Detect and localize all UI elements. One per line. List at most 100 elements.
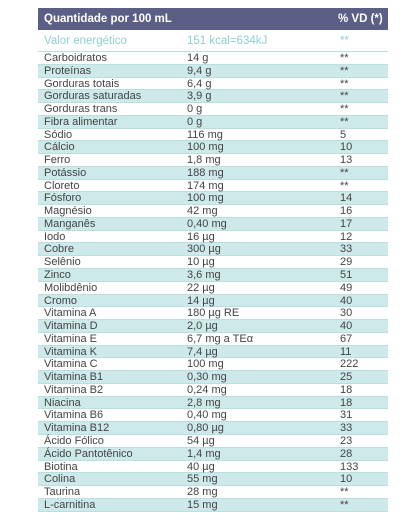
table-row: Taurina 28 mg ** xyxy=(38,486,388,499)
table-cell: 116 mg xyxy=(187,128,223,141)
table-row: Selênio 10 µg 29 xyxy=(38,256,388,270)
table-cell: 0 g xyxy=(187,103,203,116)
table-cell: 25 xyxy=(340,371,353,384)
table-cell: Colina xyxy=(44,473,76,486)
table-row: Carboidratos 14 g ** xyxy=(38,52,388,65)
table-cell: Gorduras trans xyxy=(44,103,118,116)
table-cell: Selênio xyxy=(44,256,81,269)
table-cell: 1,4 mg xyxy=(187,447,221,460)
table-row: Gorduras totais 6,4 g ** xyxy=(38,78,388,91)
table-cell: 55 mg xyxy=(187,473,218,486)
table-cell: 0,40 mg xyxy=(187,217,227,230)
table-cell: 10 µg xyxy=(187,256,215,269)
table-cell: Vitamina A xyxy=(44,307,97,320)
table-cell: 188 mg xyxy=(187,166,224,179)
table-cell: Vitamina B2 xyxy=(44,383,104,396)
table-cell: Biotina xyxy=(44,460,78,473)
table-cell: 49 xyxy=(340,281,353,294)
table-cell: 13 xyxy=(340,154,353,167)
table-cell: 67 xyxy=(340,332,353,345)
table-cell: Ácido Pantotênico xyxy=(44,447,133,460)
table-cell: Fósforo xyxy=(44,192,82,205)
table-cell: 0 g xyxy=(187,115,203,128)
table-row: Cloreto 174 mg ** xyxy=(38,180,388,193)
table-cell: Vitamina K xyxy=(44,345,97,358)
table-cell: Gorduras saturadas xyxy=(44,90,142,103)
table-row: Ácido Fólico 54 µg 23 xyxy=(38,435,388,448)
table-cell: Vitamina C xyxy=(44,358,98,371)
table-cell: 31 xyxy=(340,409,353,422)
table-cell: 151 kcal=634kJ xyxy=(187,35,268,47)
table-cell: 10 xyxy=(340,141,353,154)
table-cell: Iodo xyxy=(44,230,66,243)
table-cell: Gorduras totais xyxy=(44,77,120,90)
table-cell: ** xyxy=(340,64,349,77)
table-cell: 6,7 mg a TEα xyxy=(187,332,254,345)
table-cell: 28 mg xyxy=(187,486,218,499)
table-cell: ** xyxy=(340,115,349,128)
table-cell: 3,6 mg xyxy=(187,269,221,282)
table-cell: 3,9 g xyxy=(187,90,212,103)
table-cell: 5 xyxy=(340,128,347,141)
table-cell: 300 µg xyxy=(187,243,221,256)
table-cell: Carboidratos xyxy=(44,52,107,64)
table-cell: 14 g xyxy=(187,52,209,64)
table-cell: 100 mg xyxy=(187,141,224,154)
table-cell: 51 xyxy=(340,269,353,282)
table-cell: L-carnitina xyxy=(44,498,96,511)
table-cell: Cromo xyxy=(44,294,78,307)
table-cell: Zinco xyxy=(44,269,71,282)
table-cell: 2,0 µg xyxy=(187,320,218,333)
table-cell: 30 xyxy=(340,307,353,320)
table-cell: Vitamina E xyxy=(44,332,97,345)
table-row: Potássio 188 mg ** xyxy=(38,166,388,180)
table-cell: 42 mg xyxy=(187,205,218,218)
table-cell: 222 xyxy=(340,358,359,371)
table-row: Cromo 14 µg 40 xyxy=(38,294,388,308)
table-row: Sódio 116 mg 5 xyxy=(38,129,388,142)
table-cell: 16 µg xyxy=(187,230,215,243)
table-row: Ácido Pantotênico 1,4 mg 28 xyxy=(38,447,388,461)
table-row: Vitamina K 7,4 µg 11 xyxy=(38,345,388,359)
table-cell: Sódio xyxy=(44,128,73,141)
table-cell: Vitamina B6 xyxy=(44,409,104,422)
table-header: Quantidade por 100 mL % VD (*) xyxy=(38,8,388,30)
table-cell: 40 xyxy=(340,320,353,333)
table-cell: Cobre xyxy=(44,243,74,256)
table-cell: 28 xyxy=(340,447,353,460)
table-cell: 180 µg RE xyxy=(187,307,240,320)
table-row: Biotina 40 µg 133 xyxy=(38,461,388,474)
table-cell: 54 µg xyxy=(187,434,215,447)
table-cell: Ferro xyxy=(44,154,71,167)
table-cell: 1,8 mg xyxy=(187,154,221,167)
table-cell: Proteínas xyxy=(44,64,92,77)
table-cell: 23 xyxy=(340,434,353,447)
table-cell: ** xyxy=(340,77,349,90)
table-cell: 174 mg xyxy=(187,179,224,192)
table-cell: 0,30 mg xyxy=(187,371,227,384)
table-row: Molibdênio 22 µg 49 xyxy=(38,282,388,295)
table-row: Vitamina D 2,0 µg 40 xyxy=(38,320,388,333)
table-cell: 18 xyxy=(340,396,353,409)
table-row: Vitamina A 180 µg RE 30 xyxy=(38,307,388,321)
table-cell: Vitamina B12 xyxy=(44,422,110,435)
table-row: Manganês 0,40 mg 17 xyxy=(38,217,388,231)
table-row: Niacina 2,8 mg 18 xyxy=(38,396,388,410)
table-cell: 9,4 g xyxy=(187,64,212,77)
table-cell: Vitamina B1 xyxy=(44,371,104,384)
table-cell: 133 xyxy=(340,460,359,473)
table-cell: Manganês xyxy=(44,217,96,230)
header-cell: Quantidade por 100 mL xyxy=(44,13,172,25)
table-cell: 15 mg xyxy=(187,498,218,511)
table-cell: ** xyxy=(340,498,349,511)
table-cell: 0,24 mg xyxy=(187,383,227,396)
table-cell: ** xyxy=(340,52,349,64)
table-row: Ferro 1,8 mg 13 xyxy=(38,154,388,167)
table-cell: 100 mg xyxy=(187,358,224,371)
table-cell: ** xyxy=(340,35,349,47)
table-row: Vitamina B2 0,24 mg 18 xyxy=(38,384,388,397)
table-row: Iodo 16 µg 12 xyxy=(38,231,388,244)
table-cell: Magnésio xyxy=(44,205,92,218)
table-row: Proteínas 9,4 g ** xyxy=(38,64,388,78)
table-cell: 18 xyxy=(340,383,353,396)
